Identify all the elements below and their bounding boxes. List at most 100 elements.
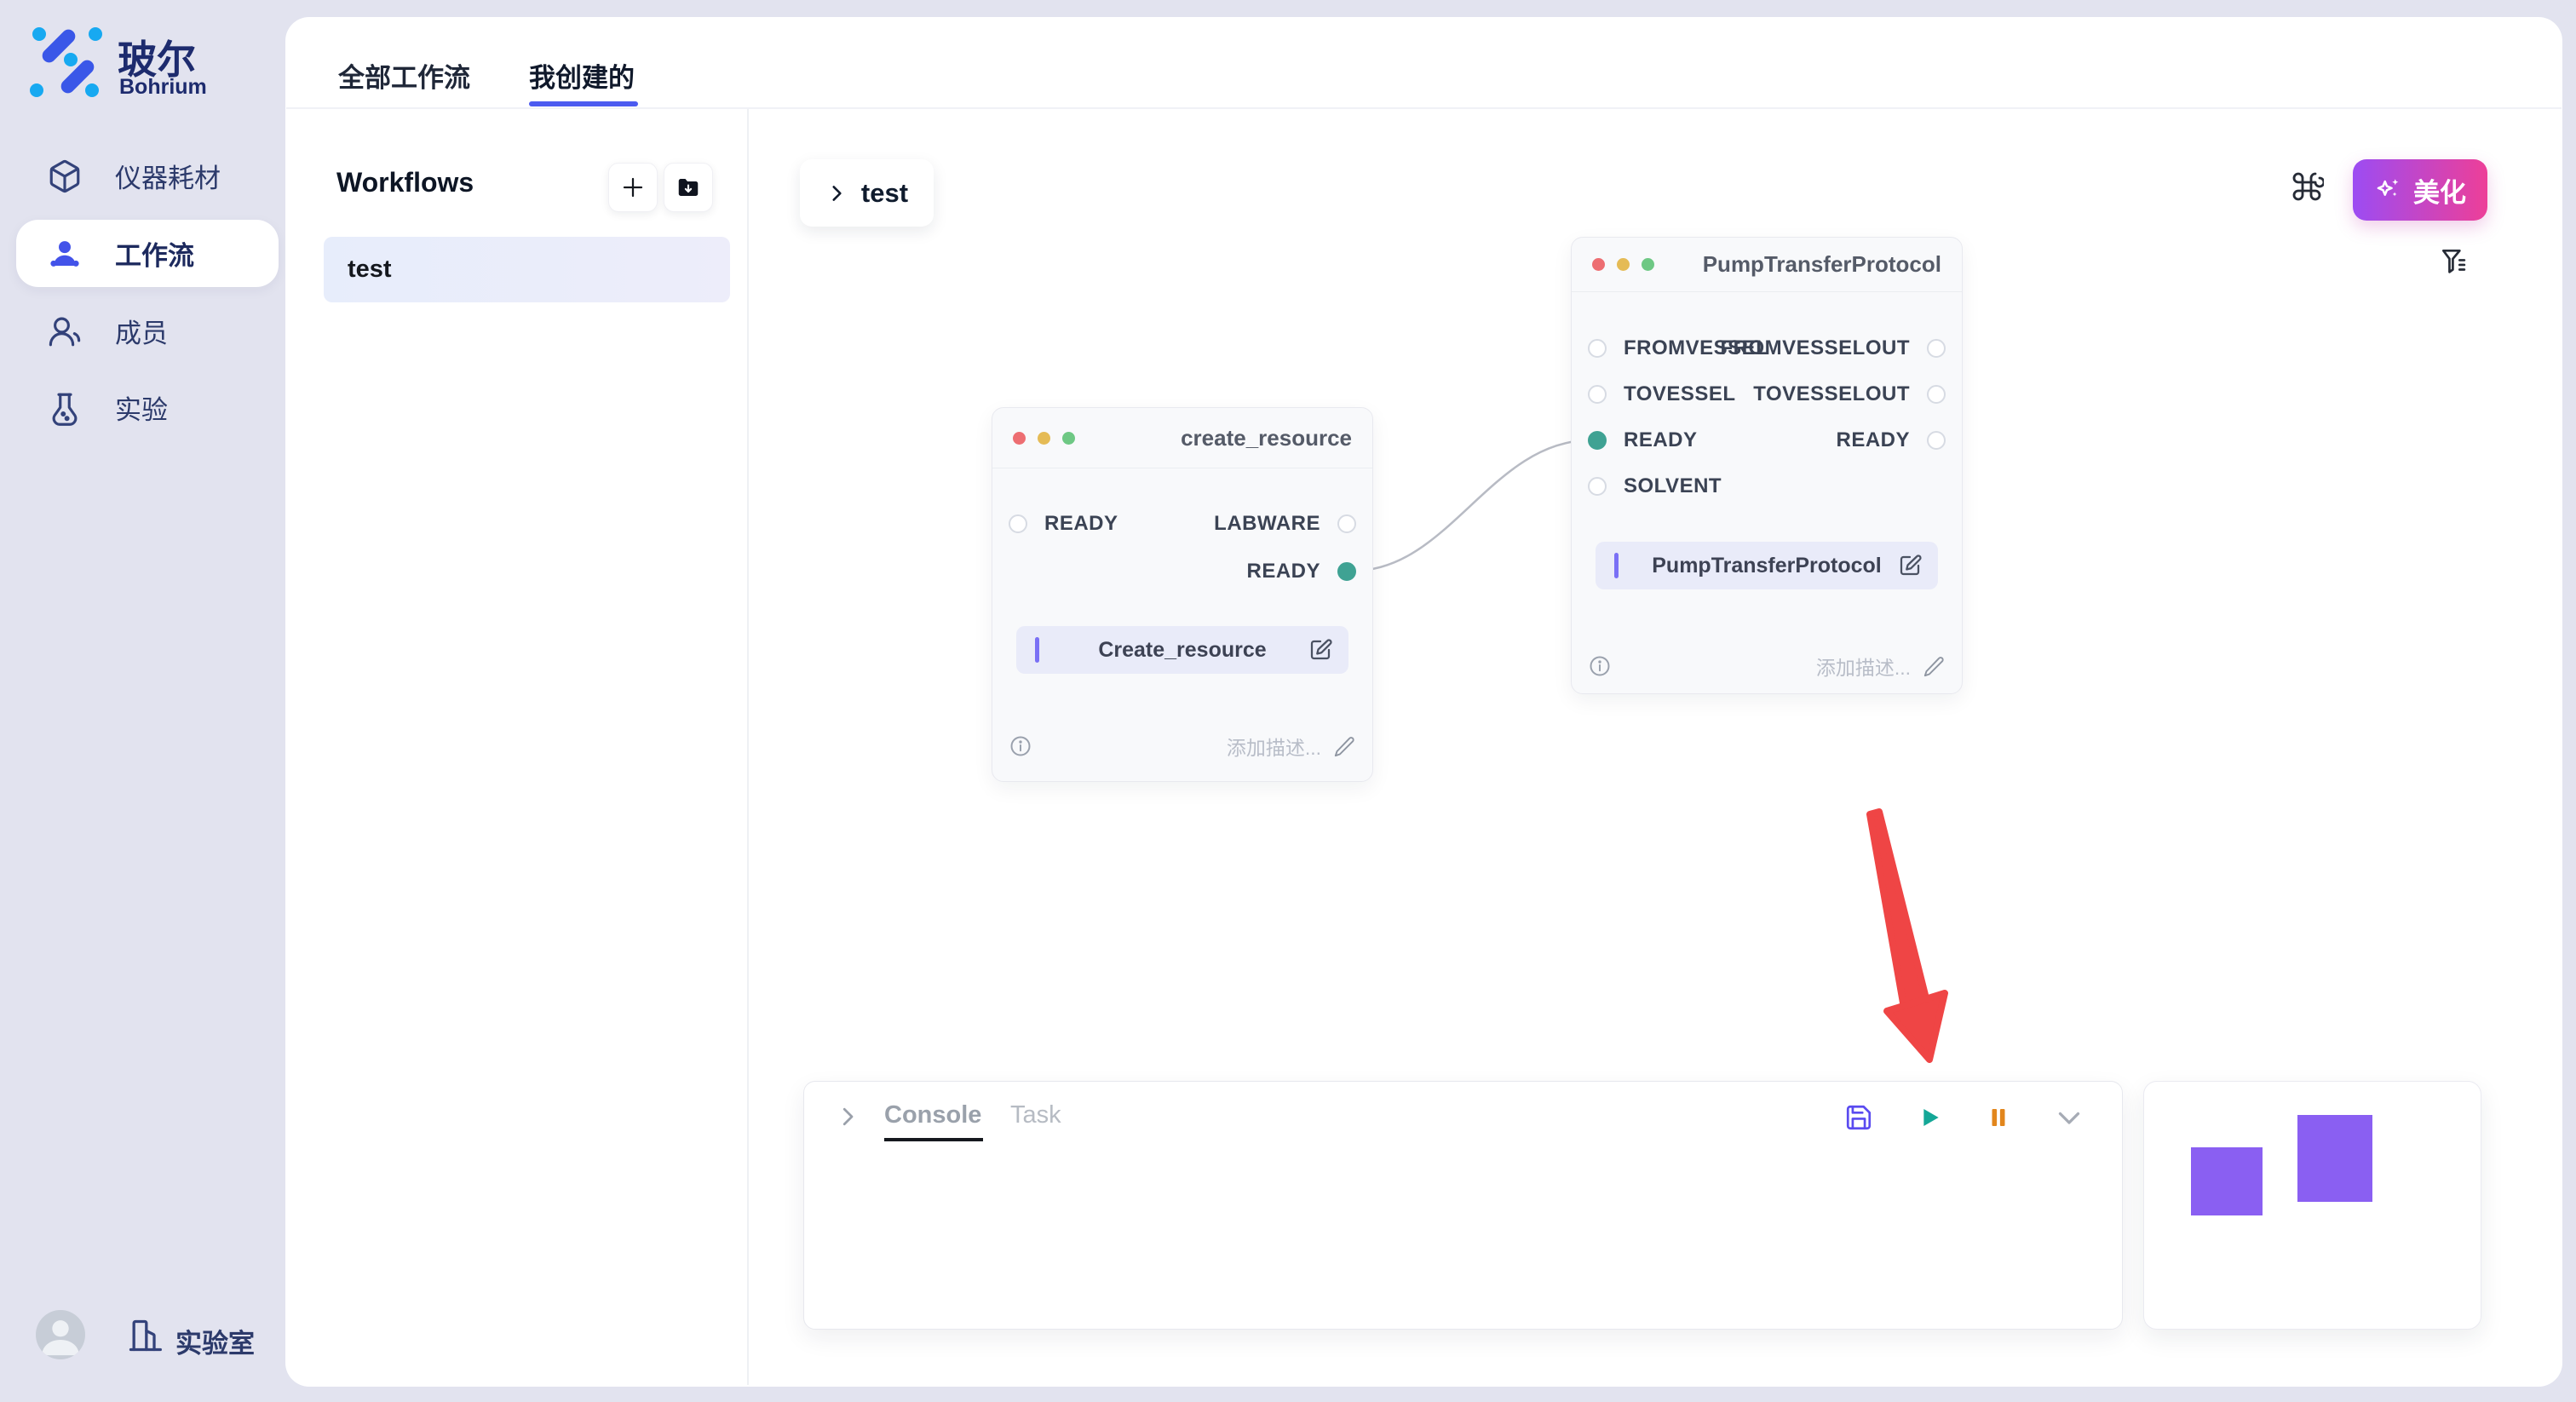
- sidebar-item-workflow[interactable]: 工作流: [16, 220, 279, 287]
- traffic-red-dot[interactable]: [1592, 258, 1605, 271]
- node-title: create_resource: [1181, 424, 1352, 451]
- sidebar-item-label: 工作流: [115, 241, 194, 271]
- node-pump-transfer-protocol[interactable]: PumpTransferProtocol FROMVESSEL FROMVESS…: [1571, 237, 1963, 694]
- port-label: READY: [1836, 428, 1910, 451]
- port-input-ready[interactable]: READY: [1009, 512, 1118, 535]
- save-icon[interactable]: [1844, 1103, 1873, 1132]
- minimap-node-create-resource: [2191, 1147, 2263, 1215]
- port-input-fromvessel[interactable]: FROMVESSEL: [1588, 336, 1769, 359]
- port-handle[interactable]: [1588, 385, 1607, 404]
- sidebar-item-instruments[interactable]: 仪器耗材: [16, 142, 279, 210]
- import-folder-button[interactable]: [664, 163, 713, 212]
- chevron-right-icon[interactable]: [835, 1104, 860, 1129]
- port-label: FROMVESSEL: [1624, 336, 1769, 359]
- node-footer: 添加描述...: [1572, 652, 1962, 681]
- workflow-list-item-test[interactable]: test: [324, 237, 730, 302]
- port-output-ready[interactable]: READY: [1246, 560, 1356, 583]
- folder-download-icon: [676, 175, 701, 200]
- port-input-ready[interactable]: READY: [1588, 428, 1698, 451]
- port-handle-connected[interactable]: [1337, 562, 1356, 581]
- port-label: TOVESSELOUT: [1753, 382, 1910, 405]
- tab-all-workflows[interactable]: 全部工作流: [338, 63, 470, 93]
- info-icon[interactable]: [1588, 654, 1612, 678]
- traffic-yellow-dot[interactable]: [1038, 431, 1050, 445]
- port-label: TOVESSEL: [1624, 382, 1736, 405]
- sidebar-item-members[interactable]: 成员: [16, 297, 279, 365]
- node-footer: 添加描述...: [992, 732, 1372, 761]
- sidebar: 玻尔 Bohrium 仪器耗材 工作流 成员 实验 实验室: [0, 0, 285, 1402]
- beautify-label: 美化: [2413, 177, 2466, 208]
- traffic-green-dot[interactable]: [1642, 258, 1654, 271]
- port-handle[interactable]: [1927, 339, 1946, 358]
- node-title: PumpTransferProtocol: [1702, 251, 1941, 277]
- minimap[interactable]: [2143, 1081, 2481, 1330]
- port-label: READY: [1044, 512, 1118, 535]
- console-panel: Console Task: [803, 1081, 2123, 1330]
- port-output-fromvesselout[interactable]: FROMVESSELOUT: [1720, 336, 1946, 359]
- tabbar-divider: [286, 107, 2562, 109]
- node-action[interactable]: PumpTransferProtocol: [1596, 542, 1938, 589]
- tab-created-by-me[interactable]: 我创建的: [529, 63, 635, 93]
- port-handle[interactable]: [1588, 339, 1607, 358]
- traffic-green-dot[interactable]: [1062, 431, 1075, 445]
- filter-icon[interactable]: [2438, 245, 2470, 278]
- port-handle[interactable]: [1337, 514, 1356, 533]
- traffic-yellow-dot[interactable]: [1617, 258, 1630, 271]
- breadcrumb-label: test: [860, 177, 909, 208]
- add-workflow-button[interactable]: [608, 163, 658, 212]
- info-icon[interactable]: [1009, 734, 1032, 758]
- node-header: create_resource: [992, 408, 1372, 468]
- command-palette-icon[interactable]: [2290, 170, 2324, 204]
- port-handle[interactable]: [1927, 431, 1946, 450]
- lab-switcher[interactable]: 实验室: [175, 1329, 255, 1359]
- users-icon: [47, 313, 83, 349]
- tab-console[interactable]: Console: [884, 1101, 982, 1129]
- node-create-resource[interactable]: create_resource READY LABWARE READY Crea…: [992, 407, 1373, 782]
- beautify-button[interactable]: 美化: [2353, 159, 2487, 221]
- port-handle-connected[interactable]: [1588, 431, 1607, 450]
- sidebar-item-label: 仪器耗材: [115, 164, 221, 193]
- port-output-ready[interactable]: READY: [1836, 428, 1946, 451]
- port-label: READY: [1624, 428, 1698, 451]
- port-handle[interactable]: [1009, 514, 1027, 533]
- test-tube-icon: [47, 390, 83, 426]
- port-handle[interactable]: [1588, 477, 1607, 496]
- sidebar-item-experiments[interactable]: 实验: [16, 374, 279, 441]
- traffic-red-dot[interactable]: [1013, 431, 1026, 445]
- sidebar-item-label: 成员: [115, 319, 168, 348]
- node-action-label: PumpTransferProtocol: [1652, 553, 1882, 577]
- avatar[interactable]: [36, 1310, 85, 1359]
- active-tab-underline: [529, 101, 638, 106]
- port-handle[interactable]: [1927, 385, 1946, 404]
- port-label: READY: [1246, 560, 1320, 583]
- sidebar-item-label: 实验: [115, 395, 168, 425]
- pause-icon[interactable]: [1986, 1105, 2011, 1130]
- collapse-icon[interactable]: [2054, 1102, 2084, 1133]
- package-icon: [47, 158, 83, 194]
- chevron-right-icon: [825, 182, 848, 204]
- description-placeholder[interactable]: 添加描述...: [1815, 657, 1911, 679]
- bohrium-logo-icon: [30, 27, 102, 97]
- port-output-tovesselout[interactable]: TOVESSELOUT: [1753, 382, 1946, 405]
- pencil-icon[interactable]: [1333, 735, 1356, 758]
- port-label: SOLVENT: [1624, 474, 1722, 497]
- play-icon[interactable]: [1916, 1104, 1943, 1131]
- brand-name-en: Bohrium: [119, 75, 207, 99]
- minimap-node-pump-transfer: [2297, 1115, 2372, 1202]
- port-input-solvent[interactable]: SOLVENT: [1588, 474, 1722, 497]
- node-action-label: Create_resource: [1098, 637, 1267, 662]
- brand-name-zh: 玻尔: [118, 37, 196, 82]
- workflows-title: Workflows: [336, 167, 474, 198]
- node-action[interactable]: Create_resource: [1016, 626, 1348, 674]
- tab-task[interactable]: Task: [1010, 1101, 1061, 1129]
- breadcrumb[interactable]: test: [800, 159, 934, 227]
- port-input-tovessel[interactable]: TOVESSEL: [1588, 382, 1736, 405]
- pencil-icon[interactable]: [1923, 655, 1946, 678]
- edit-icon[interactable]: [1897, 553, 1923, 578]
- console-output-area: [805, 1158, 2121, 1328]
- port-label: LABWARE: [1214, 512, 1320, 535]
- edit-icon[interactable]: [1308, 637, 1333, 663]
- description-placeholder[interactable]: 添加描述...: [1226, 737, 1321, 759]
- port-label: FROMVESSELOUT: [1720, 336, 1910, 359]
- port-output-labware[interactable]: LABWARE: [1214, 512, 1356, 535]
